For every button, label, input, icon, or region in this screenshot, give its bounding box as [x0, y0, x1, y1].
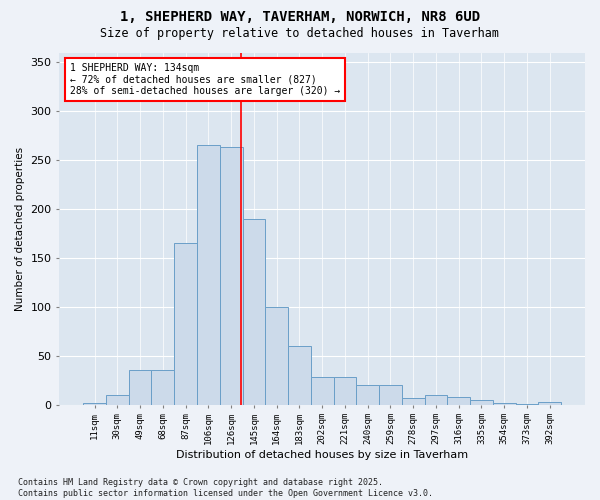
Bar [197, 146, 220, 404]
Bar [493, 402, 515, 404]
Bar [334, 377, 356, 404]
Bar [448, 396, 470, 404]
X-axis label: Distribution of detached houses by size in Taverham: Distribution of detached houses by size … [176, 450, 468, 460]
Bar [356, 385, 379, 404]
Bar [106, 395, 129, 404]
Bar [311, 377, 334, 404]
Text: Size of property relative to detached houses in Taverham: Size of property relative to detached ho… [101, 28, 499, 40]
Bar [129, 370, 151, 404]
Bar [242, 218, 265, 404]
Text: 1, SHEPHERD WAY, TAVERHAM, NORWICH, NR8 6UD: 1, SHEPHERD WAY, TAVERHAM, NORWICH, NR8 … [120, 10, 480, 24]
Bar [425, 395, 448, 404]
Bar [220, 148, 242, 404]
Bar [538, 402, 561, 404]
Bar [265, 307, 288, 404]
Bar [288, 346, 311, 405]
Bar [402, 398, 425, 404]
Text: 1 SHEPHERD WAY: 134sqm
← 72% of detached houses are smaller (827)
28% of semi-de: 1 SHEPHERD WAY: 134sqm ← 72% of detached… [70, 63, 340, 96]
Bar [470, 400, 493, 404]
Text: Contains HM Land Registry data © Crown copyright and database right 2025.
Contai: Contains HM Land Registry data © Crown c… [18, 478, 433, 498]
Bar [174, 243, 197, 404]
Bar [83, 402, 106, 404]
Bar [379, 385, 402, 404]
Bar [151, 370, 174, 404]
Y-axis label: Number of detached properties: Number of detached properties [15, 146, 25, 310]
